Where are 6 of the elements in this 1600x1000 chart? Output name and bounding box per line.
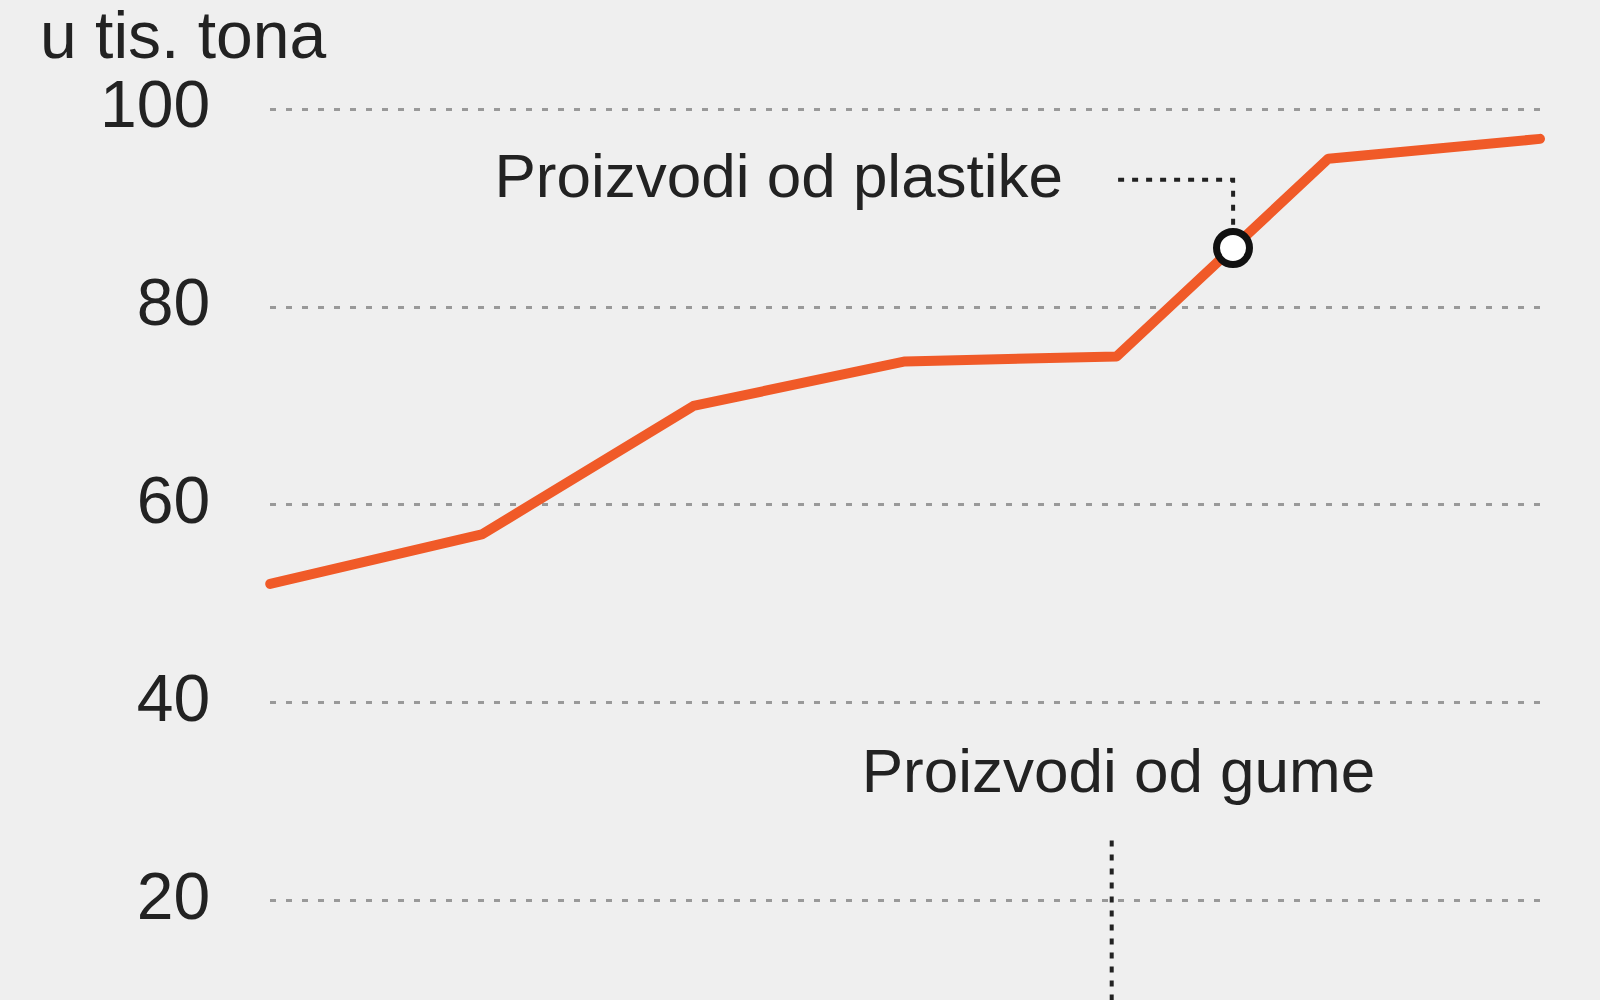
y-tick-label: 40	[136, 660, 211, 735]
y-tick-label: 60	[136, 463, 211, 537]
text: Proizvodi od plastike	[494, 140, 1064, 210]
y-tick-label: 20	[136, 858, 211, 933]
annotation: Proizvodi od gume	[861, 736, 1376, 806]
y-tick-label: 80	[136, 265, 211, 340]
